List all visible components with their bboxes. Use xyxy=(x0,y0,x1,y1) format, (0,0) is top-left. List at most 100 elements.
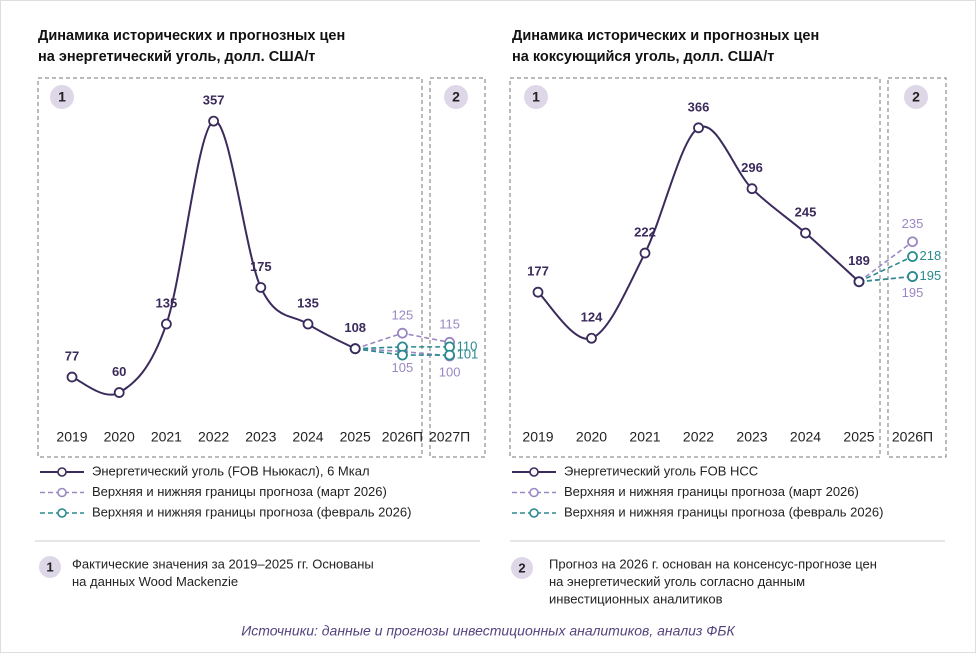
chart-title: Динамика исторических и прогнозных цен xyxy=(38,28,345,44)
x-tick-label: 2023 xyxy=(736,429,767,445)
chart-title: на энергетический уголь, долл. США/т xyxy=(38,49,315,65)
data-point xyxy=(800,227,811,239)
legend-marker xyxy=(529,508,539,518)
series-line xyxy=(858,241,913,283)
legend-label: Верхняя и нижняя границы прогноза (февра… xyxy=(564,504,883,519)
data-point xyxy=(586,332,597,344)
data-point xyxy=(746,183,758,195)
x-tick-label: 2019 xyxy=(522,429,553,445)
data-point xyxy=(396,349,408,361)
note-text: инвестиционных аналитиков xyxy=(549,591,723,606)
note-badge xyxy=(39,556,61,578)
data-label: 108 xyxy=(344,320,366,335)
data-point xyxy=(302,318,314,330)
legend-marker xyxy=(57,508,67,518)
data-label: 366 xyxy=(688,99,710,114)
note-badge-label: 1 xyxy=(46,559,53,574)
data-label: 135 xyxy=(297,295,319,310)
x-tick-label: 2024 xyxy=(790,429,821,445)
data-label: 100 xyxy=(439,364,461,379)
x-tick-label: 2027П xyxy=(429,429,470,445)
data-label: 60 xyxy=(112,364,126,379)
x-tick-label: 2025 xyxy=(843,429,874,445)
data-point xyxy=(255,282,267,293)
legend-label: Верхняя и нижняя границы прогноза (март … xyxy=(564,484,859,499)
legend-marker xyxy=(57,467,67,477)
data-point xyxy=(444,349,456,361)
data-label: 222 xyxy=(634,224,656,239)
source: Источники: данные и прогнозы инвестицион… xyxy=(241,623,735,639)
panel-box xyxy=(509,77,881,458)
data-label: 218 xyxy=(920,248,942,263)
data-label: 124 xyxy=(581,310,603,325)
panel-badge xyxy=(50,85,74,109)
legend-label: Верхняя и нижняя границы прогноза (март … xyxy=(92,484,387,499)
data-label: 195 xyxy=(920,268,942,283)
note-text: на энергетический уголь согласно данным xyxy=(549,574,805,589)
chart-title: Динамика исторических и прогнозных цен xyxy=(512,28,819,44)
data-point xyxy=(532,286,544,298)
data-label: 110 xyxy=(457,338,478,353)
data-point xyxy=(160,318,172,330)
legend-marker xyxy=(529,487,539,498)
data-point xyxy=(693,122,704,134)
x-tick-label: 2026П xyxy=(892,429,933,445)
legend-label: Верхняя и нижняя границы прогноза (февра… xyxy=(92,504,411,519)
data-point xyxy=(208,115,220,127)
series-line xyxy=(858,275,913,283)
panel-box xyxy=(37,77,423,458)
data-label: 125 xyxy=(392,308,414,323)
x-tick-label: 2021 xyxy=(629,429,660,445)
data-label: 357 xyxy=(203,93,225,108)
data-label: 175 xyxy=(250,259,272,274)
legend-label: Энергетический уголь (FOB Ньюкасл), 6 Мк… xyxy=(92,463,370,478)
data-point xyxy=(853,276,865,288)
note-text: на данных Wood Mackenzie xyxy=(72,574,238,589)
note-badge-label: 2 xyxy=(518,560,525,575)
note-text: Фактические значения за 2019–2025 гг. Ос… xyxy=(72,556,374,571)
data-label: 101 xyxy=(457,347,479,362)
data-label: 189 xyxy=(848,253,870,268)
x-tick-label: 2022 xyxy=(198,429,229,445)
data-label: 177 xyxy=(527,264,549,279)
panel-badge xyxy=(904,85,928,109)
x-tick-label: 2026П xyxy=(382,429,423,445)
data-point xyxy=(907,251,918,262)
series-line xyxy=(858,255,913,283)
x-tick-label: 2025 xyxy=(340,429,371,445)
note-text: Прогноз на 2026 г. основан на консенсус-… xyxy=(549,556,877,571)
note-badge xyxy=(511,557,533,579)
data-label: 115 xyxy=(439,317,460,332)
data-point xyxy=(907,236,918,248)
x-tick-label: 2019 xyxy=(56,429,87,445)
x-tick-label: 2022 xyxy=(683,429,714,445)
panel-badge-label: 2 xyxy=(452,89,460,105)
data-point xyxy=(907,271,918,282)
x-tick-label: 2021 xyxy=(151,429,182,445)
data-point xyxy=(396,327,408,339)
data-label: 77 xyxy=(65,348,79,363)
data-point xyxy=(639,247,651,259)
data-label: 245 xyxy=(795,204,817,219)
chart-title: на коксующийся уголь, долл. США/т xyxy=(512,49,774,65)
data-label: 135 xyxy=(156,295,178,310)
legend-marker xyxy=(529,467,539,477)
panel-badge-label: 1 xyxy=(532,89,540,105)
legend-marker xyxy=(57,487,67,498)
data-point xyxy=(349,343,361,355)
panel-box xyxy=(887,77,947,458)
data-point xyxy=(66,371,78,383)
panel-badge xyxy=(444,85,468,109)
data-label: 105 xyxy=(392,360,414,375)
legend-label: Энергетический уголь FOB HCC xyxy=(564,463,758,478)
x-tick-label: 2020 xyxy=(104,429,135,445)
panel-badge-label: 1 xyxy=(58,89,66,105)
x-tick-label: 2023 xyxy=(245,429,276,445)
data-label: 235 xyxy=(902,216,924,231)
data-label: 296 xyxy=(741,160,763,175)
panel-badge xyxy=(524,85,548,109)
data-point xyxy=(113,387,125,398)
panel-badge-label: 2 xyxy=(912,89,920,105)
